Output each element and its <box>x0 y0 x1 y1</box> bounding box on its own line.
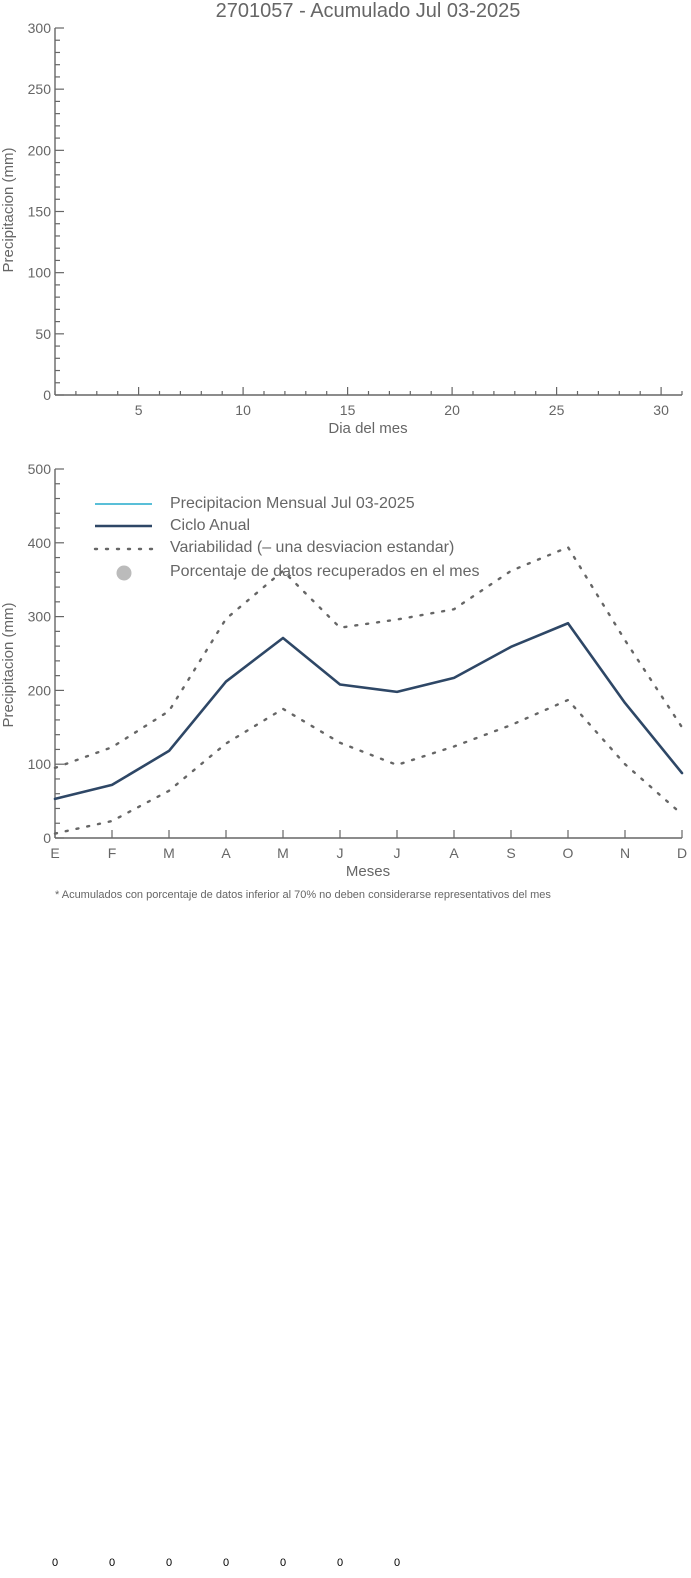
bottom-value: 0 <box>109 1557 115 1569</box>
legend-monthly-label: Precipitacion Mensual Jul 03-2025 <box>170 495 415 512</box>
chart2-x-tick-label: J <box>394 845 401 861</box>
bottom-value: 0 <box>280 1557 286 1569</box>
bottom-value: 0 <box>166 1557 172 1569</box>
chart1-y-tick-label: 250 <box>28 81 52 97</box>
chart1-x-tick-label: 25 <box>549 402 565 418</box>
chart1-y-tick-label: 50 <box>35 326 51 342</box>
bottom-value-row: 0 0 0 0 0 0 0 <box>52 1557 400 1569</box>
chart1-x-tick-label: 5 <box>135 402 143 418</box>
chart2-x-tick-label: M <box>163 845 175 861</box>
chart2-y-tick-label: 300 <box>28 609 52 625</box>
bottom-value: 0 <box>337 1557 343 1569</box>
legend-percent-marker <box>116 565 132 581</box>
chart2-y-ticks: 0 100 200 300 400 500 <box>28 461 64 846</box>
chart2-x-tick-label: A <box>221 845 231 861</box>
chart2-x-tick-label: M <box>277 845 289 861</box>
chart2-y-tick-label: 100 <box>28 756 52 772</box>
chart2-x-tick-label: O <box>563 845 574 861</box>
chart1-x-ticks: 5 10 15 20 25 30 <box>54 387 683 418</box>
chart2-y-tick-label: 0 <box>43 830 51 846</box>
chart2-x-tick-label: N <box>620 845 630 861</box>
chart2-x-tick-label: J <box>337 845 344 861</box>
chart2-x-tick-label: A <box>449 845 459 861</box>
chart1-y-tick-label: 100 <box>28 265 52 281</box>
chart1-y-tick-label: 300 <box>28 20 52 36</box>
ciclo-anual-line <box>53 621 684 801</box>
chart1-y-ticks: 0 50 100 150 200 250 300 <box>28 20 64 403</box>
chart1-y-label: Precipitacion (mm) <box>0 147 17 272</box>
chart1-y-tick-label: 150 <box>28 204 52 220</box>
chart1-y-tick-label: 0 <box>43 387 51 403</box>
chart1-x-label: Dia del mes <box>328 420 407 437</box>
chart2-y-tick-label: 200 <box>28 682 52 698</box>
chart2-legend: Precipitacion Mensual Jul 03-2025 Ciclo … <box>93 495 480 581</box>
chart1-x-tick-label: 30 <box>653 402 669 418</box>
chart2-y-tick-label: 500 <box>28 461 52 477</box>
legend-variabilidad-label: Variabilidad (– una desviacion estandar) <box>170 539 454 556</box>
bottom-value: 0 <box>223 1557 229 1569</box>
chart2-y-label: Precipitacion (mm) <box>0 602 17 727</box>
bottom-value: 0 <box>52 1557 58 1569</box>
chart1-y-tick-label: 200 <box>28 142 52 158</box>
chart1-title: 2701057 - Acumulado Jul 03-2025 <box>216 0 521 22</box>
legend-percent-label: Porcentaje de datos recuperados en el me… <box>170 563 480 580</box>
variabilidad-line <box>53 546 684 770</box>
chart2-x-tick-label: S <box>506 845 515 861</box>
chart2-y-tick-label: 400 <box>28 535 52 551</box>
chart2-x-tick-label: F <box>108 845 117 861</box>
daily-accumulation-chart: 2701057 - Acumulado Jul 03-2025 0 50 100 15… <box>0 0 683 437</box>
annual-cycle-chart: 0 100 200 300 400 500 E F M A M J J A S O N D Meses Prec… <box>0 461 687 901</box>
legend-ciclo-label: Ciclo Anual <box>170 517 250 534</box>
chart2-x-label: Meses <box>346 863 390 880</box>
variabilidad-line <box>53 698 684 835</box>
chart1-x-tick-label: 20 <box>444 402 460 418</box>
chart1-x-tick-label: 10 <box>235 402 251 418</box>
chart2-footnote: * Acumulados con porcentaje de datos inf… <box>55 889 551 901</box>
bottom-value: 0 <box>394 1557 400 1569</box>
chart2-x-tick-label: D <box>677 845 687 861</box>
chart1-x-tick-label: 15 <box>340 402 356 418</box>
chart2-x-tick-label: E <box>50 845 59 861</box>
chart2-series <box>53 546 684 835</box>
